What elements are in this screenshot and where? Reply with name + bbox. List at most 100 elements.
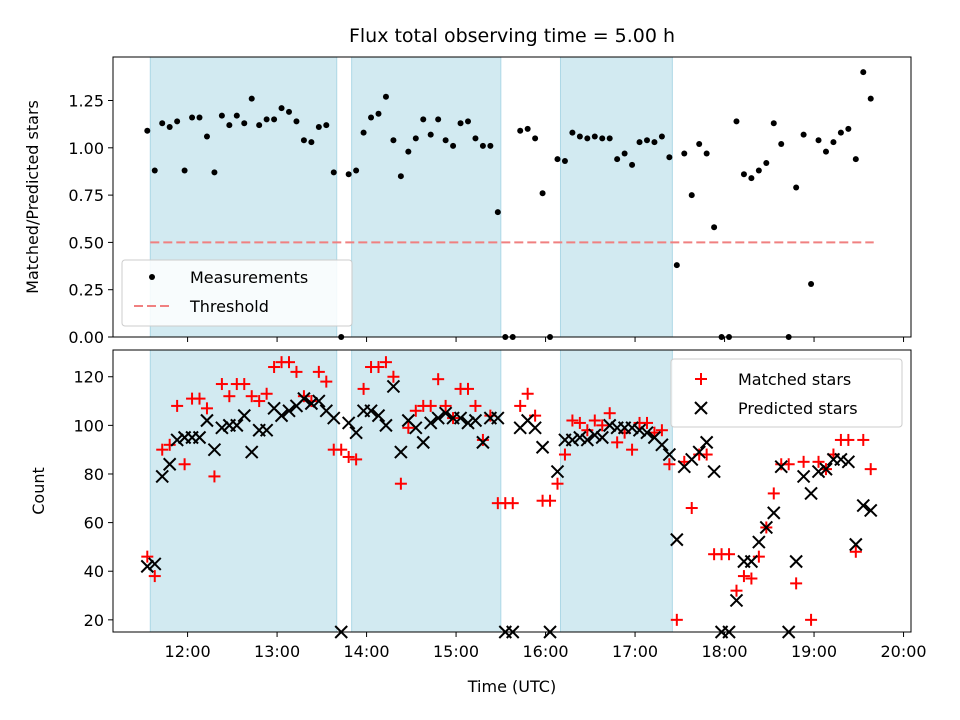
- matched-point: [551, 477, 564, 490]
- predicted-point: [438, 406, 453, 420]
- matched-point: [588, 414, 601, 427]
- matched-point: [566, 414, 579, 427]
- predicted-point: [729, 593, 744, 608]
- measurement-point: [151, 167, 158, 174]
- predicted-point: [409, 421, 423, 435]
- predicted-point-b: [856, 498, 870, 513]
- measurement-point: [755, 167, 762, 174]
- matched-point: [141, 550, 154, 563]
- bottom-y-ticks: 20 40 60 80 100 120: [73, 368, 113, 630]
- matched-point: [529, 409, 542, 422]
- predicted-point-b: [431, 411, 445, 425]
- predicted-point: [230, 418, 244, 433]
- matched-point: [752, 550, 765, 563]
- bottom-legend-frame: [670, 358, 903, 428]
- matched-point: [238, 378, 251, 391]
- measurement-point: [837, 129, 844, 136]
- y-tick-label: 1.00: [68, 139, 104, 158]
- matched-point: [372, 361, 385, 374]
- predicted-point-b: [341, 416, 356, 430]
- measurement-point: [278, 105, 285, 112]
- top-legend-frame: [121, 259, 353, 327]
- predicted-point: [416, 435, 430, 450]
- measurement-point: [427, 131, 434, 138]
- predicted-point-b: [304, 396, 319, 411]
- predicted-point: [759, 520, 774, 535]
- predicted-point-b: [625, 421, 639, 435]
- top-y-ticks: 0.00 0.25 0.50 0.75 1.00 1.25: [68, 92, 113, 347]
- bottom-panel: 20 40 60 80 100 120 12:00 13:00 14:00 15:00 16:00…: [29, 349, 927, 696]
- predicted-point: [670, 532, 684, 547]
- predicted-point-b: [588, 428, 602, 442]
- measurement-point: [845, 125, 852, 132]
- predicted-point-b: [453, 411, 468, 425]
- predicted-point: [349, 425, 363, 440]
- measurement-point: [450, 142, 457, 149]
- predicted-point: [767, 506, 781, 520]
- predicted-point-b: [162, 457, 177, 471]
- measurement-point: [636, 139, 643, 146]
- measurement-point: [420, 116, 427, 123]
- y-tick-label: 1.25: [68, 92, 104, 111]
- predicted-point-b: [647, 430, 662, 445]
- top-data-points: [144, 69, 874, 340]
- predicted-point-b: [699, 435, 714, 450]
- predicted-point-b: [707, 464, 721, 479]
- legend-predicted-marker: [694, 401, 708, 415]
- matched-point: [297, 390, 310, 403]
- measurement-point: [323, 122, 330, 129]
- predicted-point: [819, 462, 833, 476]
- matched-point: [469, 399, 482, 412]
- measurement-point: [651, 139, 658, 146]
- predicted-point: [453, 411, 468, 425]
- measurement-point: [800, 131, 807, 138]
- predicted-point: [550, 464, 565, 479]
- measurement-point: [375, 110, 382, 117]
- y-tick-label: 80: [84, 465, 104, 484]
- predicted-point-b: [528, 421, 542, 435]
- predicted-point-b: [476, 435, 490, 450]
- predicted-point: [170, 433, 184, 447]
- chart-title: Flux total observing time = 5.00 h: [349, 25, 675, 47]
- predicted-point-b: [245, 445, 259, 459]
- predicted-point-b: [655, 438, 669, 452]
- measurement-point: [830, 139, 837, 146]
- top-y-axis-label: Matched/Predicted stars: [23, 100, 42, 294]
- predicted-point-b: [259, 423, 274, 437]
- measurement-point: [353, 167, 360, 174]
- predicted-point-b: [192, 430, 207, 445]
- matched-point: [573, 416, 586, 429]
- predicted-point: [192, 430, 207, 445]
- predicted-point-b: [520, 413, 535, 428]
- measurement-point: [554, 156, 561, 163]
- predicted-point-b: [595, 430, 609, 445]
- shaded-interval: [559, 56, 673, 338]
- measurement-point: [517, 127, 524, 134]
- predicted-point: [752, 535, 766, 549]
- matched-point: [611, 436, 624, 449]
- bottom-y-axis-label: Count: [29, 467, 48, 515]
- predicted-point-b: [796, 469, 811, 484]
- shaded-interval: [351, 349, 502, 633]
- predicted-point-b: [789, 554, 803, 569]
- matched-point: [357, 382, 370, 395]
- predicted-point: [640, 425, 654, 440]
- predicted-point: [148, 557, 162, 571]
- measurement-point: [360, 129, 367, 136]
- predicted-point: [140, 559, 155, 574]
- predicted-point: [856, 498, 870, 513]
- measurement-point: [300, 137, 307, 144]
- matched-point: [320, 375, 333, 388]
- matched-point: [864, 463, 877, 476]
- matched-point: [506, 497, 519, 510]
- predicted-point-b: [834, 452, 848, 467]
- predicted-point-b: [692, 445, 706, 459]
- measurement-point: [681, 150, 688, 157]
- predicted-point-b: [215, 421, 229, 435]
- predicted-point-b: [535, 440, 550, 454]
- predicted-point: [386, 379, 401, 394]
- predicted-point: [632, 423, 647, 437]
- predicted-point-b: [148, 557, 162, 571]
- predicted-point: [811, 464, 826, 479]
- predicted-point-b: [379, 418, 393, 433]
